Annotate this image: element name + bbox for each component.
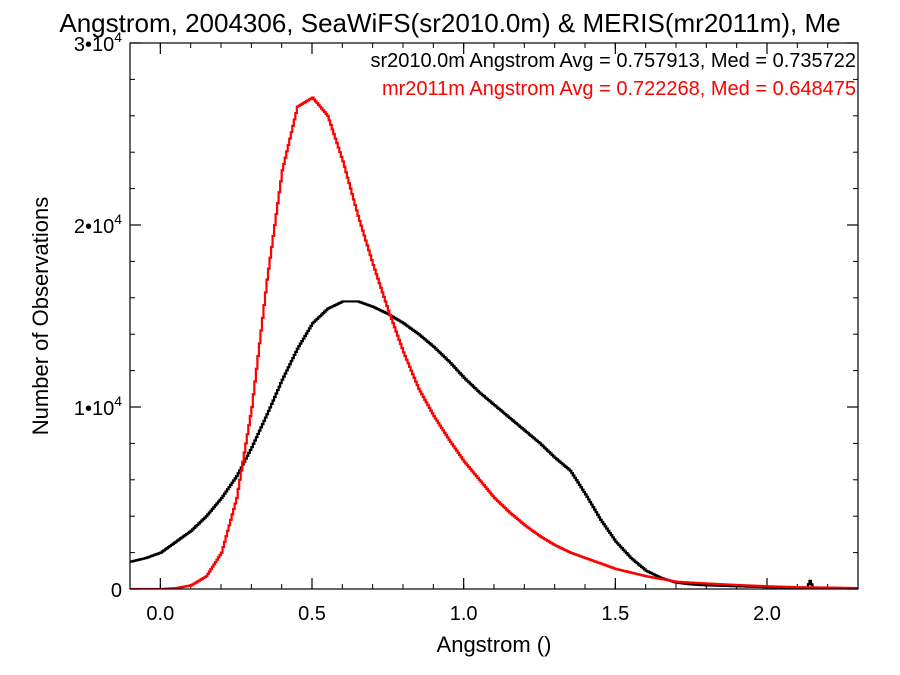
x-tick-label: 2.0 (753, 603, 781, 625)
x-tick-label: 1.5 (601, 603, 629, 625)
y-tick-label: 1•104 (74, 393, 122, 420)
annotation-mr2011: mr2011m Angstrom Avg = 0.722268, Med = 0… (382, 78, 856, 100)
x-axis-label: Angstrom () (437, 632, 552, 657)
series-layer (130, 96, 858, 589)
series-line-1 (130, 96, 858, 589)
x-tick-label: 1.0 (450, 603, 478, 625)
x-tick-label: 0.5 (298, 603, 326, 625)
x-tick-label: 0.0 (146, 603, 174, 625)
y-axis-label: Number of Observations (28, 197, 53, 435)
x-axis: 0.0 0.5 1.0 1.5 2.0 (129, 43, 859, 625)
plot-frame (129, 42, 859, 590)
y-axis: 0 1•104 2•104 3•104 (74, 29, 858, 602)
annotation-sr2010: sr2010.0m Angstrom Avg = 0.757913, Med =… (370, 50, 856, 72)
y-tick-label: 2•104 (74, 211, 122, 238)
series-line-0 (130, 300, 858, 589)
y-tick-label: 3•104 (74, 29, 122, 56)
chart-title: Angstrom, 2004306, SeaWiFS(sr2010.0m) & … (59, 8, 840, 38)
y-tick-label: 0 (111, 580, 122, 602)
